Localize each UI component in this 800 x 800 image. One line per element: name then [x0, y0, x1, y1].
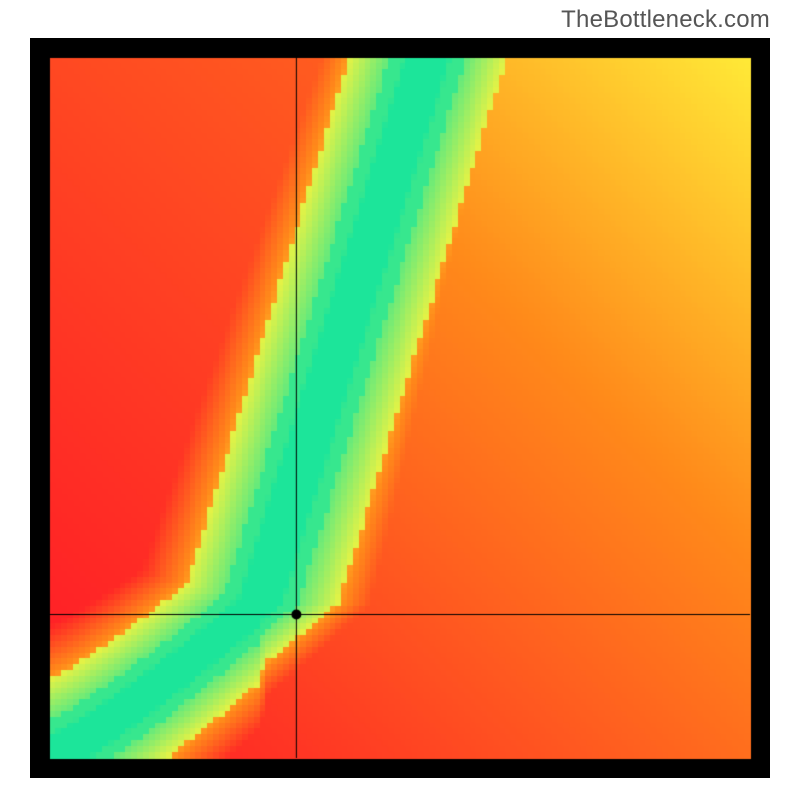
heatmap-frame: [30, 38, 770, 778]
watermark-text: TheBottleneck.com: [561, 6, 770, 34]
bottleneck-heatmap: [30, 38, 770, 778]
